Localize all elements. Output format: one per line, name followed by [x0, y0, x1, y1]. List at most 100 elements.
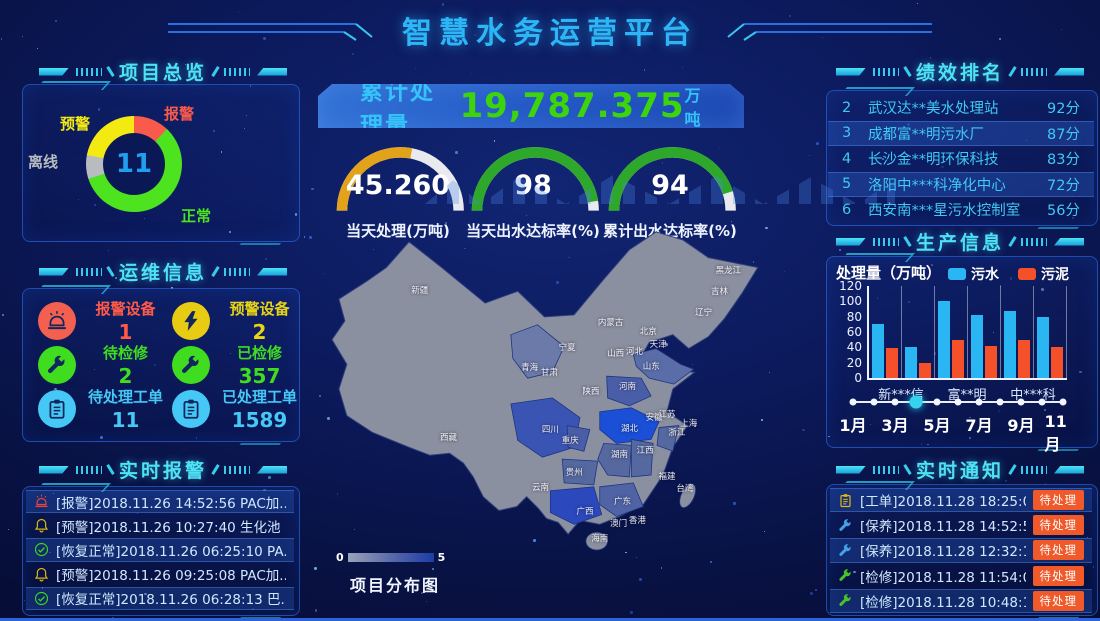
lightning-icon	[172, 302, 210, 340]
notice-item[interactable]: [保养]2018.11.28 14:52:56... 待处理	[830, 513, 1092, 537]
ops-stat-text: 已处理工单 1589	[219, 386, 300, 432]
lightning-icon	[184, 311, 198, 331]
province-guangdong[interactable]	[599, 482, 644, 517]
month-dot[interactable]	[933, 398, 941, 406]
ops-stat-已检修: 已检修 357	[172, 342, 300, 388]
section-header-ops-info: 运维信息	[18, 258, 308, 285]
notice-item[interactable]: [工单]2018.11.28 18:25:00... 待处理	[830, 488, 1092, 513]
ops-stat-text: 报警设备 1	[85, 298, 166, 344]
header-slash-decoration	[903, 236, 912, 247]
score-value: 87分	[1047, 126, 1080, 143]
ops-stat-报警设备: 报警设备 1	[38, 298, 166, 344]
ranking-row[interactable]: 4 长沙金**明环保科技 83分	[828, 146, 1094, 171]
star	[644, 69, 646, 71]
ops-stat-label: 已检修	[236, 344, 282, 362]
province-hainan[interactable]	[585, 531, 609, 551]
wrench-icon	[181, 355, 199, 374]
month-dot[interactable]	[909, 395, 923, 409]
month-dot[interactable]	[1059, 398, 1067, 406]
ops-stat-text: 待检修 2	[85, 342, 166, 388]
star	[425, 601, 427, 603]
ranking-row[interactable]: 6 西安南***星污水控制室 56分	[828, 197, 1094, 222]
month-dot[interactable]	[1017, 398, 1025, 406]
china-map[interactable]: 新疆 西藏 青海 甘肃 宁夏 内蒙古 黑龙江 吉林 辽宁 北京 天津 河北 山西 山东 河南 陕西 四川 重庆 湖北…	[315, 228, 760, 554]
ranking-row[interactable]: 5 洛阳中***科净化中心 72分	[828, 171, 1094, 197]
alarm-item[interactable]: [预警]2018.11.26 10:27:40 生化池 ...	[26, 514, 294, 537]
y-axis-tick: 40	[846, 340, 862, 355]
province-jiangxi[interactable]	[630, 438, 654, 478]
province-guizhou[interactable]	[561, 458, 599, 486]
alarm-item[interactable]: [恢复正常]2018.11.26 06:28:13 巴...	[26, 586, 294, 610]
pending-badge[interactable]: 待处理	[1032, 540, 1084, 561]
legend-label: 污泥	[1041, 267, 1069, 283]
province-label-四川: 四川	[541, 424, 559, 435]
star	[1, 313, 5, 316]
notice-item[interactable]: [检修]2018.11.28 11:54:06... 待处理	[830, 564, 1092, 588]
pending-badge[interactable]: 待处理	[1032, 515, 1084, 536]
month-dot[interactable]	[975, 398, 983, 406]
gridline	[934, 286, 935, 378]
ranking-row[interactable]: 3 成都富**明污水厂 87分	[828, 120, 1094, 146]
page-header: 智慧水务运营平台	[0, 8, 1100, 52]
donut-segment-label: 正常	[181, 207, 212, 225]
month-dot[interactable]	[996, 398, 1004, 406]
legend-item-sludge[interactable]: 污泥	[1018, 264, 1069, 284]
notice-item[interactable]: [保养]2018.11.28 12:32:16... 待处理	[830, 538, 1092, 563]
header-slash-decoration	[211, 66, 220, 77]
pending-badge[interactable]: 待处理	[1032, 565, 1084, 586]
header-slash-decoration	[211, 266, 220, 277]
alarm-item[interactable]: [报警]2018.11.26 14:52:56 PAC加...	[26, 490, 294, 514]
y-axis-tick: 120	[839, 279, 862, 293]
province-label-贵州: 贵州	[565, 468, 583, 478]
province-label-浙江: 浙江	[668, 428, 686, 439]
y-axis	[867, 286, 869, 380]
month-dot[interactable]	[1038, 398, 1046, 406]
province-gansu[interactable]	[510, 324, 565, 379]
legend-item-sewage[interactable]: 污水	[948, 264, 999, 284]
alarm-item[interactable]: [恢复正常]2018.11.26 06:25:10 PA...	[26, 538, 294, 562]
pending-badge[interactable]: 待处理	[1032, 590, 1084, 611]
month-dot[interactable]	[954, 398, 962, 406]
item-text: [保养]2018.11.28 14:52:56...	[860, 519, 1026, 536]
star	[107, 249, 109, 251]
month-dot[interactable]	[849, 398, 857, 406]
province-label-河北: 河北	[625, 347, 643, 358]
section-header-realtime-notices: 实时通知	[822, 456, 1098, 483]
star	[7, 528, 9, 530]
donut-center: 11	[103, 133, 165, 195]
month-dot[interactable]	[891, 398, 899, 406]
y-axis-tick: 80	[846, 309, 862, 324]
ranking-row[interactable]: 2 武汉达**美水处理站 92分	[828, 95, 1094, 120]
province-chongqing[interactable]	[566, 425, 591, 452]
notice-item[interactable]: [检修]2018.11.28 10:48:17... 待处理	[830, 588, 1092, 613]
china-map-svg	[331, 231, 759, 551]
score-value: 83分	[1047, 152, 1080, 169]
month-label: 9月	[1007, 416, 1035, 435]
wrench-icon	[838, 518, 853, 533]
wrench-icon	[839, 569, 851, 582]
header-bar-decoration	[1054, 465, 1084, 474]
province-hubei[interactable]	[599, 407, 660, 444]
header-slash-decoration	[1008, 236, 1017, 247]
province-guangxi[interactable]	[549, 486, 603, 525]
section-title: 生产信息	[915, 232, 1004, 254]
province-label-江苏: 江苏	[658, 409, 676, 420]
pending-badge[interactable]: 待处理	[1032, 490, 1084, 511]
alarm-item[interactable]: [预警]2018.11.26 09:25:08 PAC加...	[26, 563, 294, 586]
province-zhejiang[interactable]	[656, 425, 680, 452]
province-hunan[interactable]	[597, 442, 632, 478]
province-label-福建: 福建	[658, 471, 676, 482]
month-dot[interactable]	[870, 398, 878, 406]
province-henan[interactable]	[606, 375, 652, 407]
total-processed-value: 19,787.375	[459, 86, 685, 126]
污水-bar	[872, 324, 884, 378]
province-label-河南: 河南	[618, 382, 636, 393]
star	[765, 226, 768, 230]
ops-stat-text: 预警设备 2	[219, 298, 300, 344]
ops-stat-label: 已处理工单	[221, 388, 297, 406]
province-shandong[interactable]	[632, 348, 695, 385]
gridline	[1066, 286, 1067, 378]
header-bar-decoration	[835, 465, 866, 474]
star	[917, 3, 919, 5]
province-taiwan[interactable]	[676, 481, 698, 510]
